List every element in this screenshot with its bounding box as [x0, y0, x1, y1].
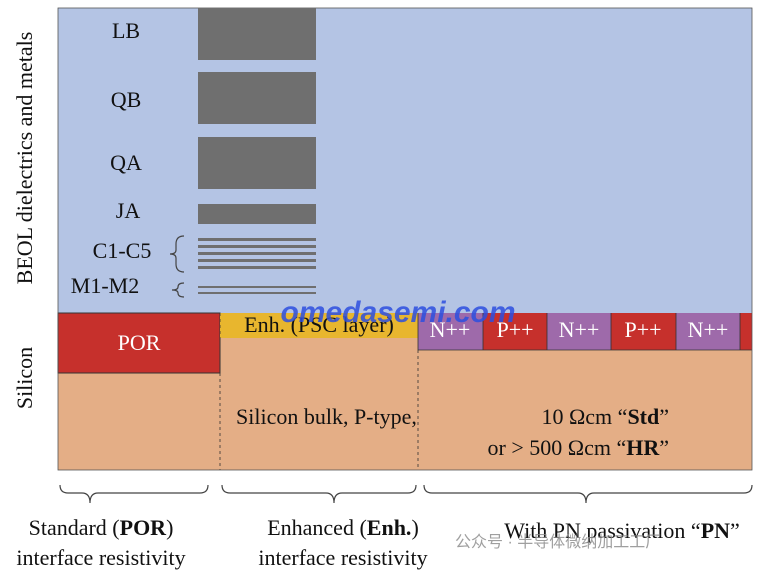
braces [59, 235, 753, 504]
doping-label: P++ [624, 317, 661, 342]
metal-qb [198, 72, 316, 124]
text: or > 500 Ωcm “ [488, 435, 627, 460]
text: Enhanced ( [267, 515, 367, 540]
caption: Enhanced (Enh.) [267, 515, 419, 540]
bulk-label: 10 Ωcm “Std” [541, 404, 669, 429]
psc-layer [220, 313, 418, 338]
text: Enh. [367, 515, 412, 540]
text: ) [411, 515, 418, 540]
beol-region [58, 8, 752, 313]
caption: With PN passivation “PN” [504, 518, 740, 543]
layer-label: QA [110, 150, 142, 175]
p-doped [740, 313, 752, 350]
text: Standard ( [29, 515, 120, 540]
text: HR [626, 435, 660, 460]
bulk-label: or > 500 Ωcm “HR” [488, 435, 670, 460]
caption: interface resistivity [16, 545, 185, 570]
metal-c1-c5 [198, 238, 316, 269]
text: 10 Ωcm “ [541, 404, 627, 429]
layer-label: LB [112, 18, 140, 43]
watermark: 公众号 · 半导体微纳加工工厂 [455, 533, 661, 551]
caption: interface resistivity [258, 545, 427, 570]
layer-label: C1-C5 [93, 238, 152, 263]
bulk-label: Silicon bulk, P-type, [236, 404, 417, 429]
metal-ja [198, 204, 316, 224]
text: PN [701, 518, 730, 543]
side-label: BEOL dielectrics and metals [12, 32, 37, 285]
doping-label: N++ [430, 317, 471, 342]
por-region [57, 312, 221, 374]
doping-label: N++ [688, 317, 729, 342]
text: ” [659, 404, 669, 429]
layer-label: JA [116, 198, 141, 223]
layer-label: M1-M2 [71, 273, 139, 298]
side-label: Silicon [12, 347, 37, 409]
watermark: omedasemi.com [280, 296, 515, 329]
text: Std [627, 404, 659, 429]
region-label: POR [118, 330, 161, 355]
n-doped [418, 313, 483, 350]
region-label: Enh. (PSC layer) [244, 312, 394, 337]
metal-qa [198, 137, 316, 189]
metal-lb [198, 8, 316, 60]
p-doped [611, 313, 676, 350]
text: With PN passivation “ [504, 518, 701, 543]
region-outlines [57, 7, 753, 471]
doping-label: N++ [559, 317, 600, 342]
metal-m1-m2 [198, 286, 316, 294]
p-doped [483, 313, 547, 350]
n-doped [676, 313, 740, 350]
layer-label: QB [111, 87, 142, 112]
text: ” [730, 518, 740, 543]
doping-label: P++ [496, 317, 533, 342]
text: ” [659, 435, 669, 460]
text: ) [166, 515, 173, 540]
caption: Standard (POR) [29, 515, 174, 540]
text: POR [120, 515, 168, 540]
n-doped [547, 313, 611, 350]
